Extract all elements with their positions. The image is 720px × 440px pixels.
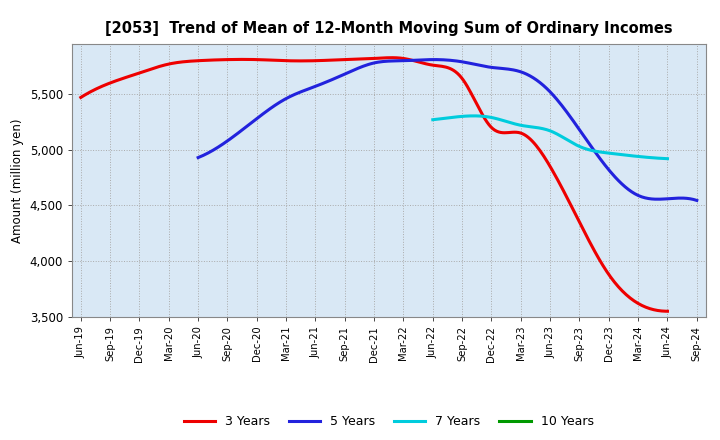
Y-axis label: Amount (million yen): Amount (million yen) (11, 118, 24, 242)
Legend: 3 Years, 5 Years, 7 Years, 10 Years: 3 Years, 5 Years, 7 Years, 10 Years (179, 411, 598, 433)
Title: [2053]  Trend of Mean of 12-Month Moving Sum of Ordinary Incomes: [2053] Trend of Mean of 12-Month Moving … (105, 21, 672, 36)
